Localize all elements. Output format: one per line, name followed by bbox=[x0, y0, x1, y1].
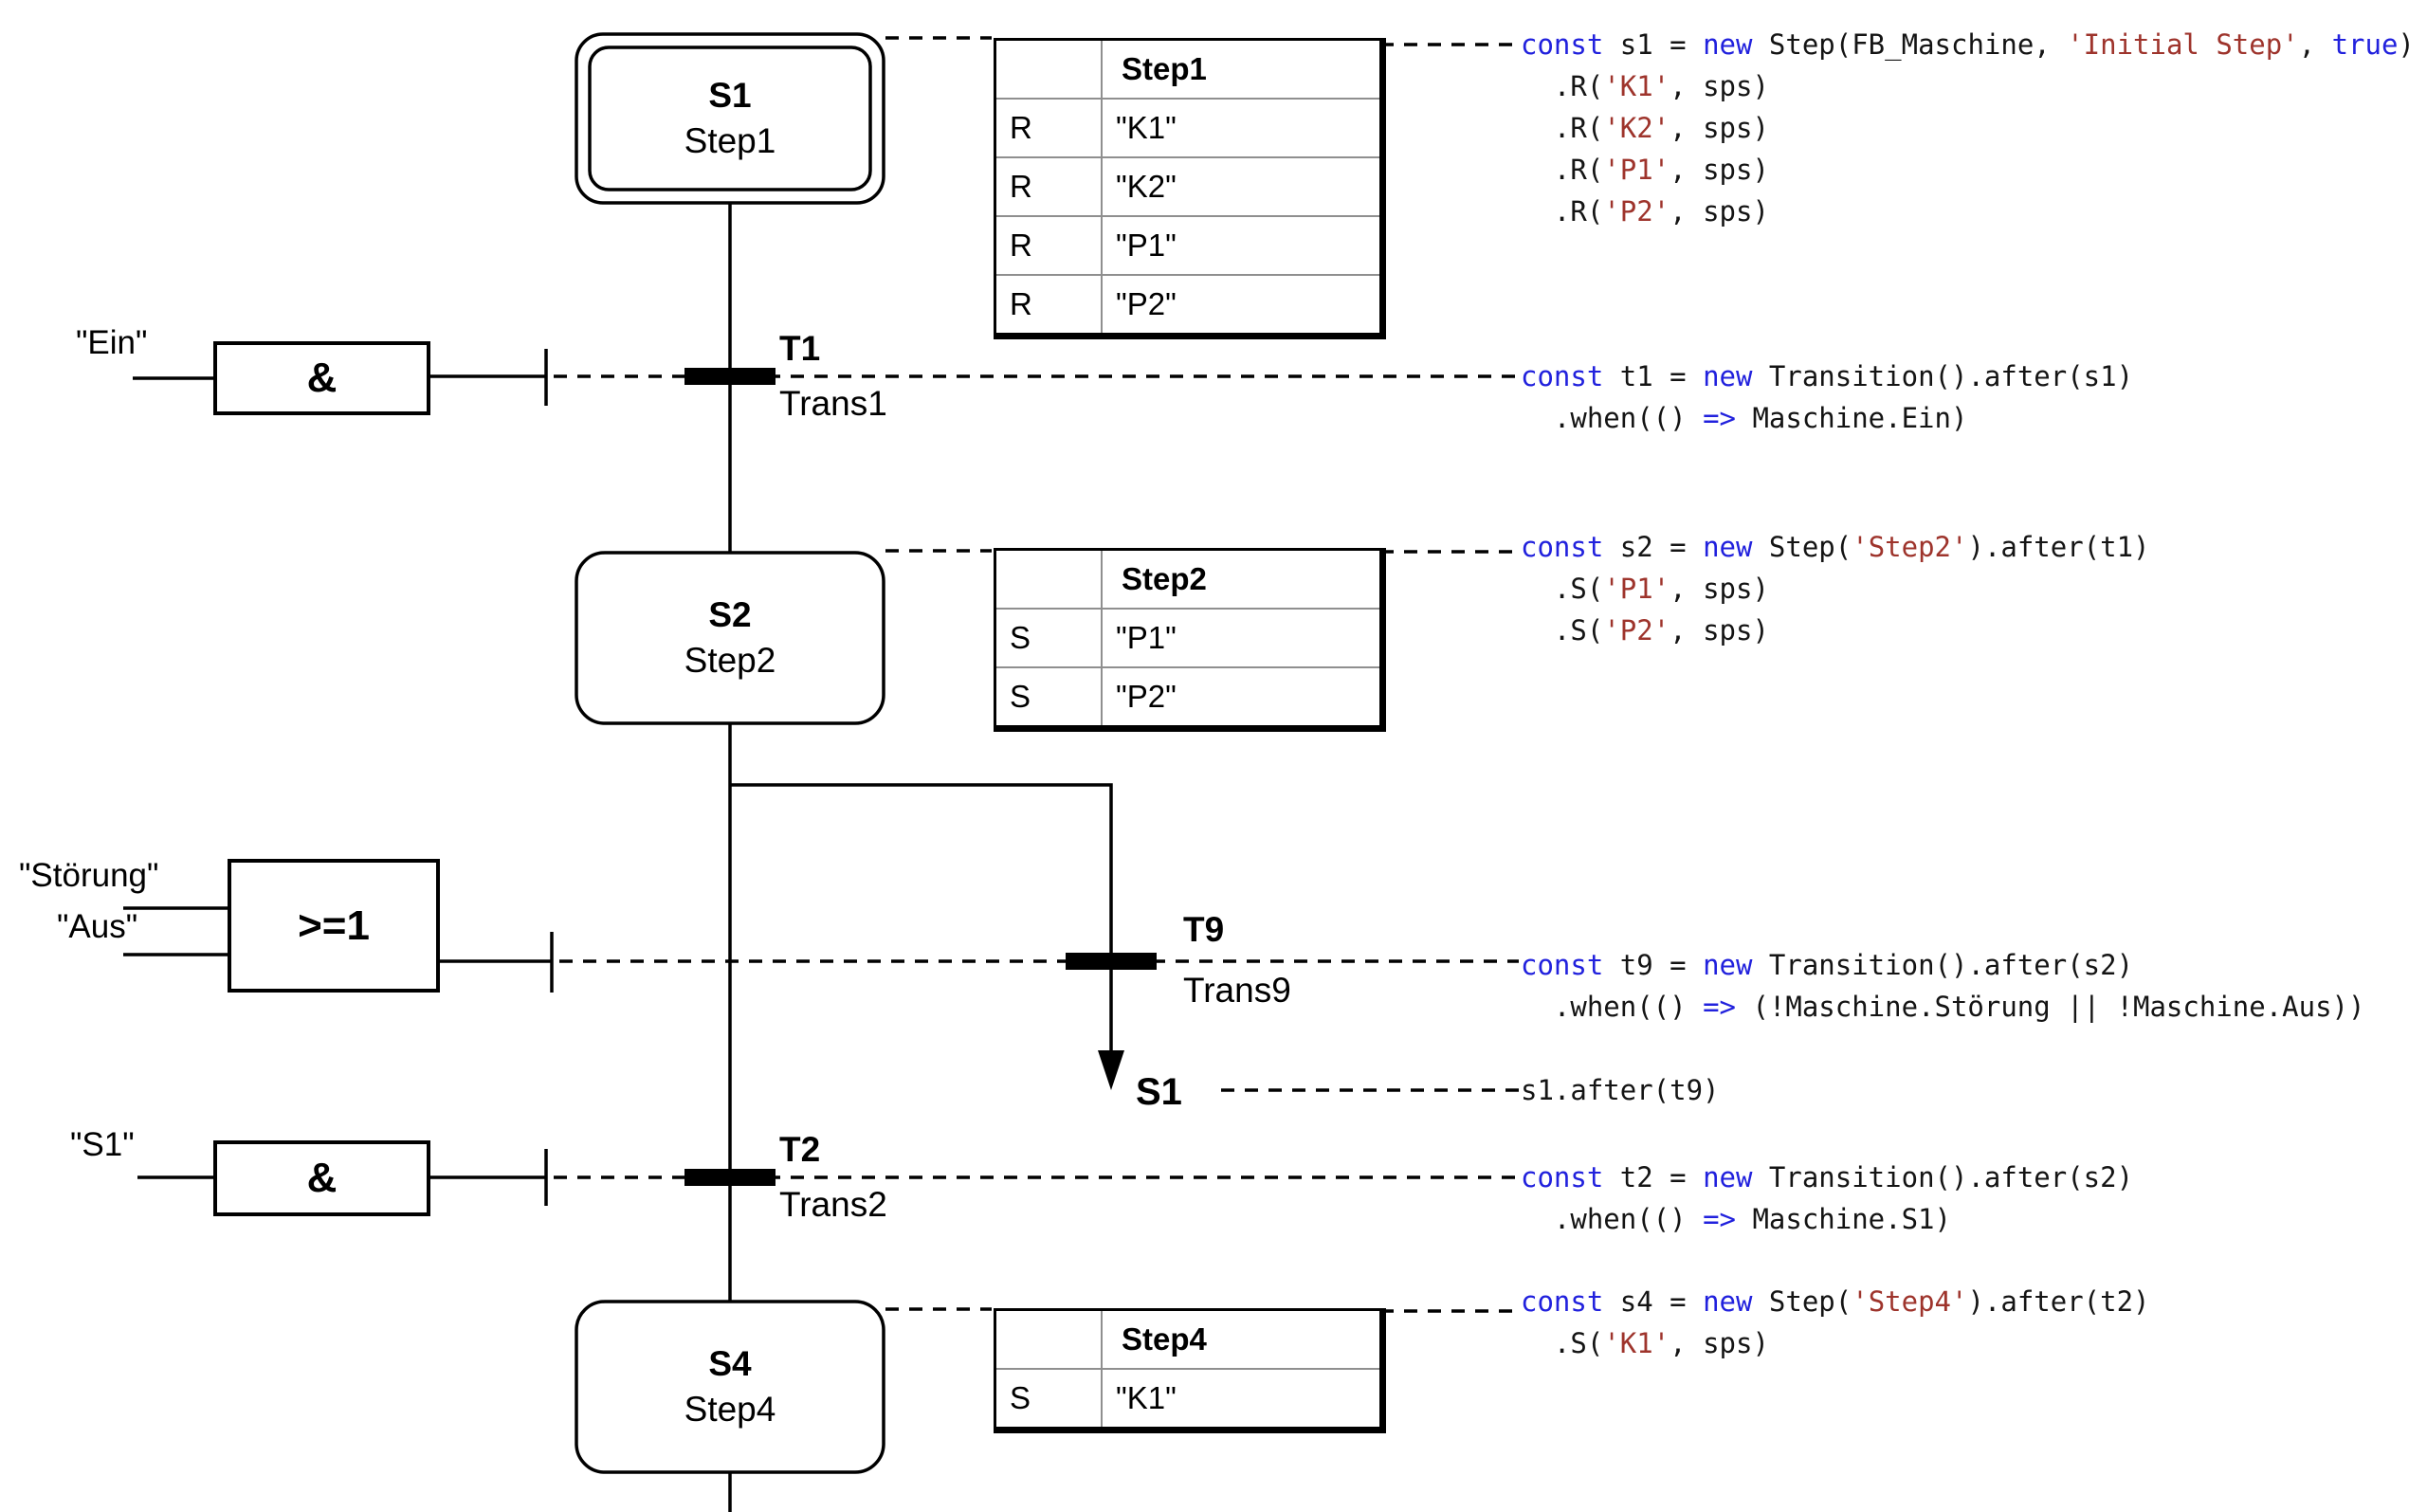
gate2-or-symbol: >=1 bbox=[298, 902, 370, 949]
step-s1-name: Step1 bbox=[684, 121, 776, 160]
action-table: Step1 R "K1" R "K2" R "P1" R "P2" bbox=[994, 38, 1386, 339]
branch-line bbox=[730, 783, 1113, 1054]
transition-bar-t2 bbox=[684, 1169, 776, 1186]
code-t1: const t1 = new Transition().after(s1) .w… bbox=[1521, 360, 2134, 434]
transition-t1-name: Trans1 bbox=[779, 384, 887, 423]
action-table: Step4 S "K1" bbox=[994, 1308, 1386, 1433]
table-row: R "P1" bbox=[994, 215, 1384, 276]
action-table: Step2 S "P1" S "P2" bbox=[994, 548, 1386, 732]
code-s2: const s2 = new Step('Step2').after(t1) .… bbox=[1521, 531, 2150, 647]
step-s2-label: S2 Step2 bbox=[576, 592, 884, 683]
gate1-input-label-ein: "Ein" bbox=[76, 324, 148, 361]
transition-t2-id: T2 bbox=[779, 1130, 821, 1169]
gate1-box bbox=[213, 341, 430, 415]
transition-t2-name: Trans2 bbox=[779, 1185, 887, 1224]
action-table-step2: Step2 S "P1" S "P2" bbox=[994, 548, 1386, 732]
step-s4-label: S4 Step4 bbox=[576, 1341, 884, 1432]
transition-bar-t9 bbox=[1066, 953, 1157, 970]
table-row: S "P2" bbox=[994, 666, 1384, 730]
step-s1-label: S1 Step1 bbox=[576, 73, 884, 164]
table-row: S "P1" bbox=[994, 608, 1384, 668]
transition-t9-id: T9 bbox=[1183, 910, 1225, 949]
gate3-box bbox=[213, 1140, 430, 1216]
transition-bar-t1 bbox=[684, 368, 776, 385]
code-jump-s1-after-t9: s1.after(t9) bbox=[1521, 1074, 1720, 1106]
gate3-and-symbol: & bbox=[306, 1155, 338, 1201]
step-box-s2 bbox=[575, 551, 885, 725]
gate2-box bbox=[228, 859, 440, 993]
step-s2-name: Step2 bbox=[684, 641, 776, 680]
code-s4: const s4 = new Step('Step4').after(t2) .… bbox=[1521, 1285, 2150, 1359]
step-s2-id: S2 bbox=[708, 595, 752, 634]
step-box-s4 bbox=[575, 1300, 885, 1474]
gate2-input-label-aus: "Aus" bbox=[57, 908, 138, 945]
transition-t9-name: Trans9 bbox=[1183, 971, 1291, 1010]
table-row: S "K1" bbox=[994, 1368, 1384, 1431]
jump-target-label: S1 bbox=[1136, 1071, 1182, 1113]
transition-t1-id: T1 bbox=[779, 329, 821, 368]
action-table-step4: Step4 S "K1" bbox=[994, 1308, 1386, 1433]
code-s1: const s1 = new Step(FB_Maschine, 'Initia… bbox=[1521, 28, 2415, 228]
gate2-input-label-stoerung: "Störung" bbox=[19, 857, 159, 894]
step-s4-id: S4 bbox=[708, 1344, 752, 1383]
code-t9: const t9 = new Transition().after(s2) .w… bbox=[1521, 949, 2365, 1023]
step-s4-name: Step4 bbox=[684, 1390, 776, 1429]
jump-arrowhead bbox=[1098, 1050, 1124, 1090]
step-s1-id: S1 bbox=[708, 76, 752, 115]
table-row: R "K1" bbox=[994, 98, 1384, 158]
code-t2: const t2 = new Transition().after(s2) .w… bbox=[1521, 1161, 2134, 1235]
table-row: R "P2" bbox=[994, 274, 1384, 337]
table-row: R "K2" bbox=[994, 156, 1384, 217]
step-box-s1-inner bbox=[588, 46, 872, 191]
gate1-and-symbol: & bbox=[306, 355, 338, 401]
gate3-input-label-s1: "S1" bbox=[70, 1126, 135, 1163]
action-table-step1: Step1 R "K1" R "K2" R "P1" R "P2" bbox=[994, 38, 1386, 339]
